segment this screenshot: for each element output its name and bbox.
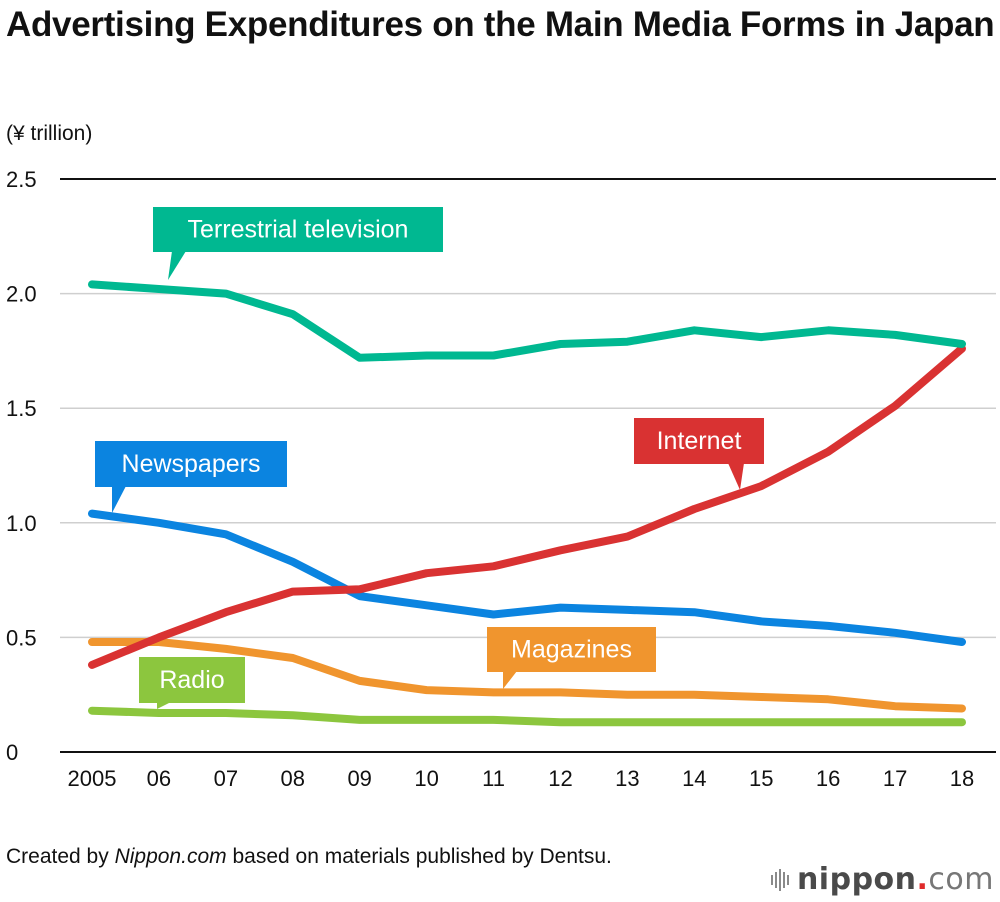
callout-terrestrial-television: Terrestrial television xyxy=(153,207,443,280)
y-tick-label: 1.5 xyxy=(6,396,37,421)
x-tick-label: 2005 xyxy=(68,766,117,791)
nippon-logo: nippon.com xyxy=(770,862,994,897)
logo-wordmark: nippon.com xyxy=(797,862,994,897)
series-line-magazines xyxy=(88,638,966,713)
source-prefix: Created by xyxy=(6,845,115,868)
x-tick-label: 09 xyxy=(347,766,371,791)
callout-label: Newspapers xyxy=(122,450,261,478)
x-tick-label: 12 xyxy=(548,766,572,791)
y-axis-ticks: 0 0.5 1.0 1.5 2.0 2.5 xyxy=(6,167,37,765)
source-name: Nippon.com xyxy=(114,845,227,868)
callout-label: Terrestrial television xyxy=(188,216,409,244)
series-lines xyxy=(88,280,966,727)
series-line-terrestrial-television xyxy=(88,280,966,362)
callout-pointer xyxy=(503,671,517,689)
series-callouts: Terrestrial television Internet Newspapers… xyxy=(95,207,764,709)
line-chart: 0 0.5 1.0 1.5 2.0 2.5 2005 06 07 08 09 10 11 12 13 14 1… xyxy=(6,167,996,791)
y-tick-label: 2.5 xyxy=(6,167,37,192)
x-tick-label: 08 xyxy=(281,766,305,791)
callout-internet: Internet xyxy=(634,418,764,490)
y-tick-label: 0 xyxy=(6,740,18,765)
x-tick-label: 16 xyxy=(816,766,840,791)
callout-newspapers: Newspapers xyxy=(95,441,287,513)
callout-label: Magazines xyxy=(511,636,632,664)
callout-box xyxy=(95,441,287,487)
series-line-radio xyxy=(88,706,966,727)
sound-bars-icon xyxy=(770,868,789,891)
x-tick-label: 15 xyxy=(749,766,773,791)
logo-name: nippon xyxy=(796,862,917,897)
callout-label: Radio xyxy=(159,666,224,694)
y-tick-label: 1.0 xyxy=(6,511,37,536)
x-axis-ticks: 2005 06 07 08 09 10 11 12 13 14 15 16 17 18 xyxy=(68,766,975,791)
callout-box xyxy=(139,657,245,703)
chart-title: Advertising Expenditures on the Main Med… xyxy=(6,5,995,44)
callout-box xyxy=(487,627,656,672)
source-suffix: based on materials published by Dentsu. xyxy=(226,845,612,868)
callout-radio: Radio xyxy=(139,657,245,709)
callout-pointer xyxy=(728,463,744,490)
callout-pointer xyxy=(168,251,186,280)
series-line-newspapers xyxy=(88,509,966,646)
logo-dot: . xyxy=(916,862,929,897)
logo-tld: com xyxy=(928,862,994,897)
x-tick-label: 11 xyxy=(482,766,505,791)
x-tick-label: 17 xyxy=(883,766,907,791)
y-axis-unit-label: (¥ trillion) xyxy=(6,122,93,145)
callout-pointer xyxy=(157,702,171,709)
callout-label: Internet xyxy=(657,427,742,455)
x-tick-label: 14 xyxy=(682,766,706,791)
x-tick-label: 18 xyxy=(950,766,974,791)
series-line-internet xyxy=(88,344,966,669)
callout-box xyxy=(153,207,443,252)
y-tick-label: 0.5 xyxy=(6,625,37,650)
x-tick-label: 07 xyxy=(214,766,238,791)
x-tick-label: 10 xyxy=(414,766,438,791)
x-tick-label: 13 xyxy=(615,766,639,791)
y-tick-label: 2.0 xyxy=(6,282,37,307)
callout-box xyxy=(634,418,764,464)
x-tick-label: 06 xyxy=(147,766,171,791)
callout-pointer xyxy=(112,486,126,513)
callout-magazines: Magazines xyxy=(487,627,656,689)
source-note: Created by Nippon.com based on materials… xyxy=(6,842,612,871)
